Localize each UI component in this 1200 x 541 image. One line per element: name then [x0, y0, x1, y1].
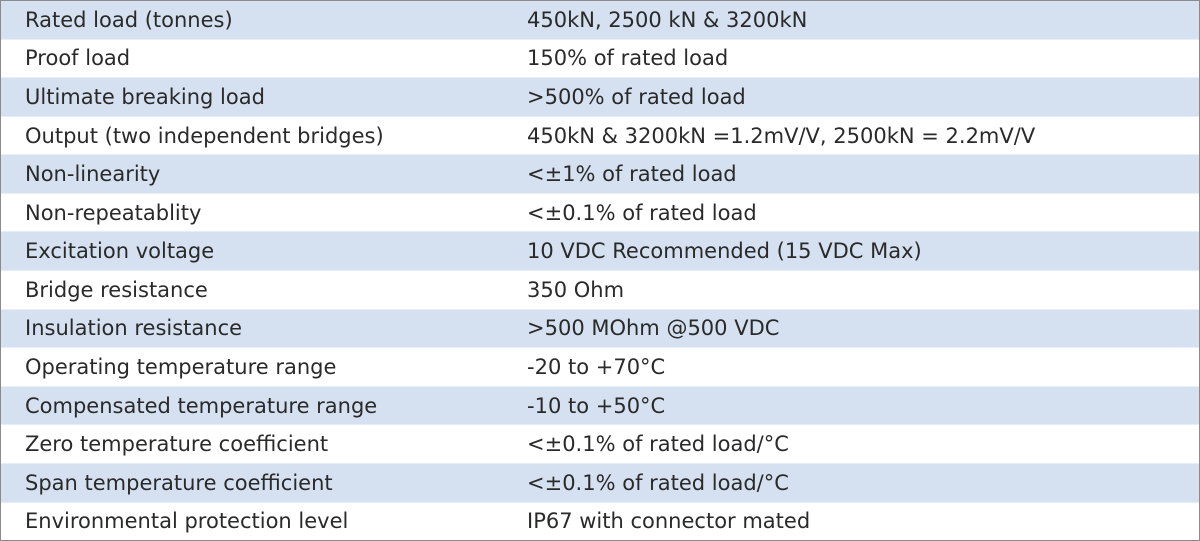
parameter-cell: Excitation voltage: [25, 239, 215, 264]
table-row: Span temperature coefficient <±0.1% of ra…: [1, 462, 1199, 502]
value-cell: -20 to +70°C: [527, 354, 666, 379]
parameter-cell: Proof load: [25, 46, 131, 71]
parameter-cell: Output (two independent bridges): [25, 123, 384, 148]
value-cell: IP67 with connector mated: [527, 509, 811, 534]
value-cell: <±1% of rated load: [527, 162, 737, 187]
value-cell: 450kN & 3200kN =1.2mV/V, 2500kN = 2.2mV/…: [527, 123, 1036, 148]
table-row: Proof load 150% of rated load: [1, 38, 1199, 78]
value-cell: -10 to +50°C: [527, 393, 666, 418]
table-row: Operating temperature range -20 to +70°C: [1, 347, 1199, 386]
value-cell: 350 Ohm: [527, 277, 625, 302]
value-cell: >500 MOhm @500 VDC: [527, 316, 780, 341]
value-cell: 450kN, 2500 kN & 3200kN: [527, 7, 808, 32]
table-row: Insulation resistance >500 MOhm @500 VDC: [1, 308, 1199, 348]
parameter-cell: Operating temperature range: [25, 354, 337, 379]
parameter-cell: Rated load (tonnes): [25, 7, 233, 32]
parameter-cell: Compensated temperature range: [25, 393, 378, 418]
value-cell: 10 VDC Recommended (15 VDC Max): [527, 239, 922, 264]
table-row: Output (two independent bridges) 450kN & …: [1, 115, 1199, 155]
value-cell: >500% of rated load: [527, 84, 746, 109]
table-row: Compensated temperature range -10 to +50°…: [1, 385, 1199, 425]
parameter-cell: Insulation resistance: [25, 316, 243, 341]
parameter-cell: Environmental protection level: [25, 509, 349, 534]
table-row: Bridge resistance 350 Ohm: [1, 270, 1199, 309]
table-row: Ultimate breaking load >500% of rated loa…: [1, 77, 1199, 116]
table-row: Non-linearity <±1% of rated load: [1, 154, 1199, 193]
value-cell: <±0.1% of rated load/°C: [527, 432, 789, 457]
table-row: Excitation voltage 10 VDC Recommended (15…: [1, 231, 1199, 271]
parameter-cell: Non-repeatablity: [25, 200, 202, 225]
parameter-cell: Span temperature coefficient: [25, 470, 333, 495]
table-row: Environmental protection level IP67 with …: [1, 501, 1199, 540]
parameter-cell: Bridge resistance: [25, 277, 208, 302]
value-cell: <±0.1% of rated load: [527, 200, 757, 225]
value-cell: <±0.1% of rated load/°C: [527, 470, 789, 495]
table-row: Rated load (tonnes) 450kN, 2500 kN & 3200…: [1, 1, 1199, 39]
parameter-cell: Non-linearity: [25, 162, 161, 187]
value-cell: 150% of rated load: [527, 46, 729, 71]
parameter-cell: Zero temperature coefficient: [25, 432, 329, 457]
parameter-cell: Ultimate breaking load: [25, 84, 265, 109]
table-row: Non-repeatablity <±0.1% of rated load: [1, 192, 1199, 232]
table-row: Zero temperature coefficient <±0.1% of ra…: [1, 424, 1199, 463]
